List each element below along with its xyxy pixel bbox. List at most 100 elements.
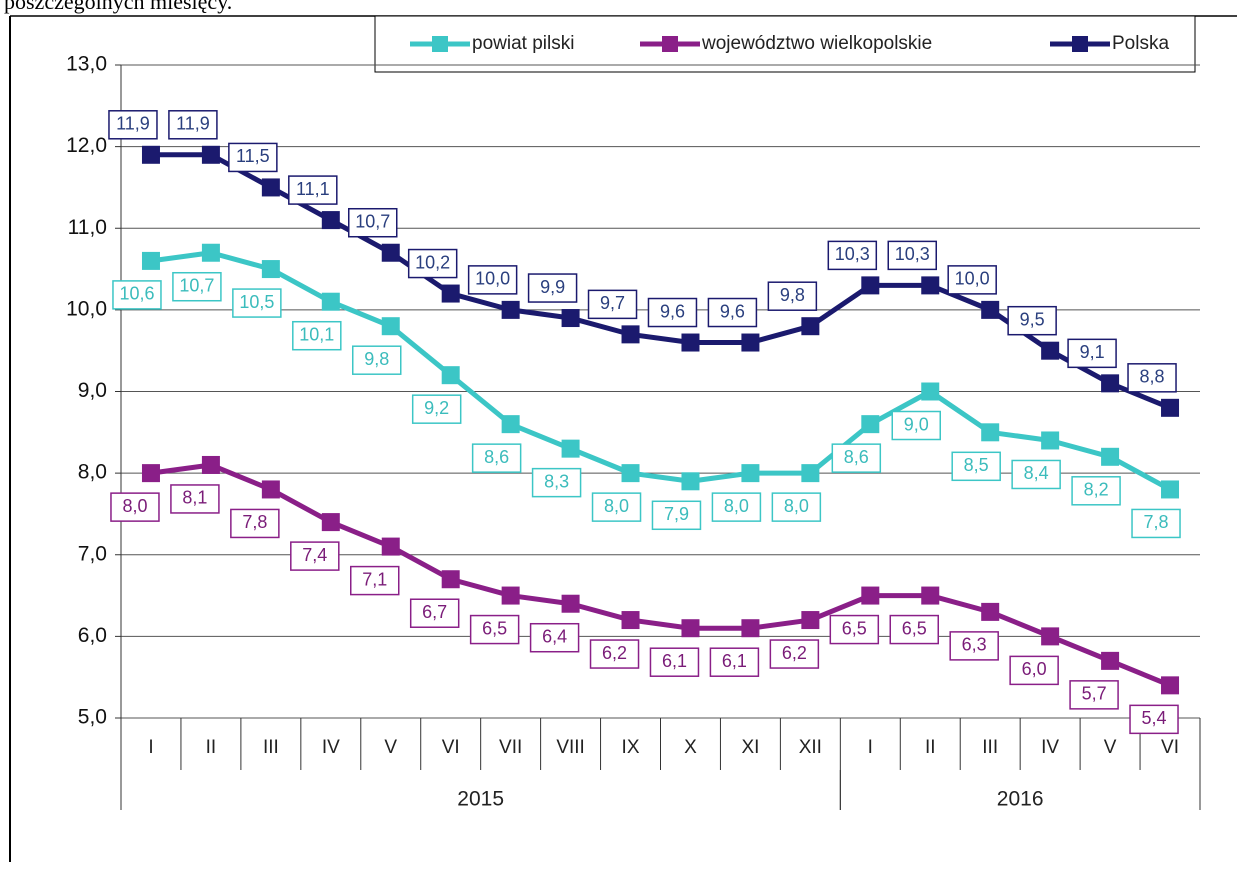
value-label: 5,4	[1142, 708, 1167, 728]
point-marker	[201, 243, 220, 262]
value-label-box	[947, 265, 997, 295]
value-label: 8,0	[122, 496, 147, 516]
point-marker	[1041, 627, 1060, 646]
value-label: 8,2	[1084, 480, 1109, 500]
x-tick-label: XI	[741, 737, 759, 758]
value-label-box	[1007, 305, 1057, 336]
series-line	[150, 462, 1171, 688]
value-label-box	[288, 175, 338, 205]
y-tick-label: 12,0	[66, 134, 107, 157]
value-label: 7,9	[664, 504, 689, 524]
y-tick-label: 10,0	[66, 297, 107, 320]
y-tick-label: 5,0	[78, 706, 107, 729]
value-label: 8,0	[604, 496, 629, 516]
value-label-box	[352, 345, 402, 375]
point-marker	[561, 309, 580, 328]
value-label-box	[290, 541, 340, 571]
value-label-box	[827, 240, 878, 271]
point-marker	[201, 455, 220, 474]
value-label: 10,6	[119, 284, 154, 304]
value-label: 10,7	[355, 211, 390, 231]
point-marker	[621, 325, 640, 344]
value-label: 10,5	[239, 292, 274, 312]
point-marker	[381, 317, 400, 336]
legend-label: województwo wielkopolskie	[701, 33, 932, 54]
value-label-box	[651, 500, 702, 531]
y-tick-label: 7,0	[78, 542, 107, 565]
point-marker	[861, 276, 880, 295]
x-tick-label: X	[684, 737, 697, 758]
x-tick-label: V	[1104, 737, 1117, 758]
value-label: 10,0	[475, 269, 510, 289]
value-label-box	[887, 240, 937, 271]
value-label-box	[1011, 459, 1061, 490]
value-label-box	[471, 443, 522, 473]
point-marker	[801, 611, 820, 630]
value-label-box	[1127, 363, 1177, 393]
value-label: 9,5	[1020, 309, 1045, 329]
point-marker	[1161, 676, 1180, 695]
value-label: 6,3	[962, 635, 987, 655]
point-marker	[561, 594, 580, 613]
value-label-box	[711, 492, 762, 522]
point-marker	[321, 513, 340, 532]
value-label-box	[168, 110, 218, 140]
value-label-box	[767, 281, 818, 311]
value-label: 9,9	[540, 277, 565, 297]
point-marker	[261, 480, 280, 499]
value-label-box	[467, 265, 518, 295]
point-marker	[381, 537, 400, 556]
legend-label: Polska	[1112, 33, 1169, 54]
x-tick-label: VII	[499, 737, 522, 758]
value-label-box	[1009, 655, 1059, 686]
point-marker	[681, 333, 700, 352]
value-label: 9,1	[1080, 342, 1105, 362]
value-label-box	[469, 614, 520, 645]
value-label: 8,3	[544, 471, 569, 491]
point-marker	[1041, 341, 1060, 360]
value-label: 8,0	[784, 496, 809, 516]
value-label-box	[889, 614, 939, 645]
value-label: 6,4	[542, 626, 567, 646]
value-label-box	[170, 484, 220, 514]
point-marker	[1161, 480, 1180, 499]
x-tick-label: XII	[799, 737, 822, 758]
value-label: 11,9	[116, 114, 150, 134]
value-label-box	[350, 565, 400, 596]
point-marker	[681, 619, 700, 638]
point-marker	[1161, 398, 1180, 417]
value-label: 6,1	[722, 651, 747, 671]
point-marker	[321, 292, 340, 311]
value-label-box	[172, 271, 222, 302]
point-marker	[141, 464, 160, 483]
value-label-box	[348, 207, 398, 238]
value-label: 8,1	[182, 488, 207, 508]
value-label: 7,8	[242, 512, 267, 532]
series-line	[150, 250, 1172, 492]
value-label: 8,6	[484, 447, 509, 467]
value-label-box	[771, 492, 822, 522]
point-marker	[741, 619, 760, 638]
value-label-box	[649, 647, 700, 677]
point-marker	[381, 243, 400, 262]
value-label: 9,8	[780, 285, 805, 305]
value-label: 9,2	[424, 398, 449, 418]
value-label-box	[112, 280, 162, 310]
value-label: 7,4	[302, 545, 327, 565]
value-label-box	[1131, 508, 1181, 539]
value-label: 8,6	[844, 447, 869, 467]
value-label: 10,1	[299, 324, 334, 344]
value-label-box	[228, 142, 278, 173]
y-tick-label: 6,0	[78, 624, 107, 647]
group-label: 2016	[997, 788, 1044, 811]
point-marker	[801, 464, 820, 483]
value-label: 10,3	[835, 244, 870, 264]
y-tick-label: 8,0	[78, 461, 107, 484]
point-marker	[321, 211, 340, 230]
value-label-box	[409, 598, 460, 628]
value-label-box	[1069, 680, 1119, 710]
point-marker	[441, 570, 460, 589]
value-label-box	[232, 288, 282, 318]
x-tick-label: VI	[1161, 737, 1179, 758]
value-label: 10,2	[415, 252, 450, 272]
